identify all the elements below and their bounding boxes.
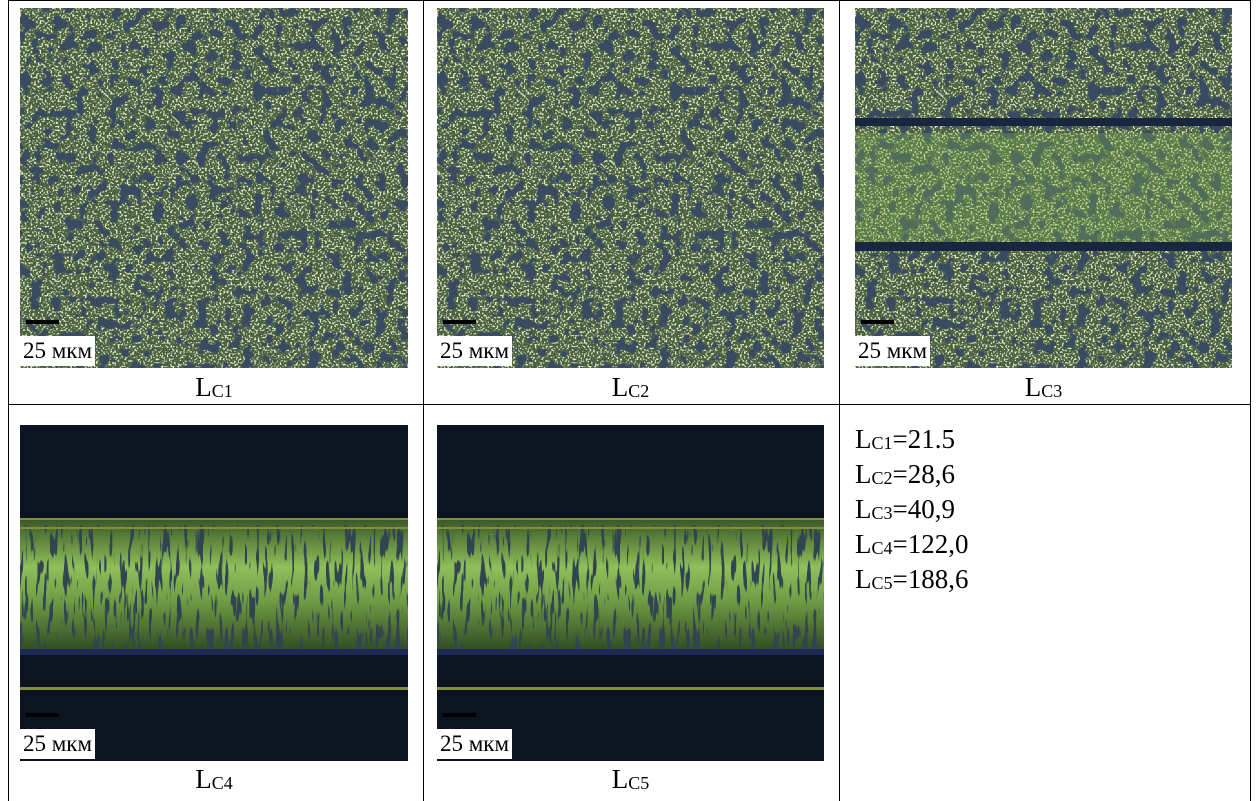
cracks [20, 525, 408, 650]
track [855, 133, 1232, 243]
micrograph [20, 425, 408, 761]
panel-caption: LC3 [855, 372, 1232, 403]
panel-caption: LC2 [437, 372, 824, 403]
groove [437, 687, 824, 690]
micrograph [20, 8, 408, 368]
pores [437, 8, 824, 368]
panel-caption: LC4 [20, 764, 408, 795]
caption-main: L [1025, 372, 1042, 402]
caption-main: L [195, 372, 212, 402]
groove [20, 687, 408, 690]
scale-bar [26, 713, 59, 717]
caption-main: L [612, 372, 629, 402]
table-border [8, 0, 9, 801]
scale-bar [861, 320, 894, 324]
scale-bar [26, 320, 59, 324]
groove [437, 649, 824, 655]
table-border [1250, 0, 1251, 801]
value-row: LC2=28,6 [855, 458, 969, 493]
value-row: LC3=40,9 [855, 493, 969, 528]
groove [20, 649, 408, 655]
groove [437, 518, 824, 520]
cracks [437, 525, 824, 650]
caption-sub: C1 [212, 381, 233, 401]
scale-bar [443, 320, 476, 324]
scale-label: 25 мкм [20, 729, 95, 759]
value-sub: C1 [872, 433, 893, 453]
value-text: =28,6 [893, 459, 955, 489]
page: {"figure": { "panels": [ {"scale_label":… [0, 0, 1258, 801]
value-main: L [855, 564, 872, 594]
micrograph [437, 8, 824, 368]
groove [20, 527, 408, 529]
groove [437, 527, 824, 529]
pores [20, 8, 408, 368]
value-main: L [855, 529, 872, 559]
scale-bar [443, 713, 476, 717]
table-border [423, 0, 424, 801]
value-row: LC5=188,6 [855, 563, 969, 598]
groove [855, 118, 1232, 126]
value-text: =21.5 [893, 424, 955, 454]
caption-sub: C5 [628, 773, 649, 793]
groove [20, 518, 408, 520]
table-border [839, 0, 840, 801]
value-sub: C5 [872, 573, 893, 593]
caption-sub: C3 [1041, 381, 1062, 401]
value-main: L [855, 494, 872, 524]
scale-label: 25 мкм [437, 336, 512, 366]
scale-label: 25 мкм [20, 336, 95, 366]
value-text: =188,6 [893, 564, 969, 594]
panel-caption: LC1 [20, 372, 408, 403]
caption-main: L [612, 764, 629, 794]
groove [855, 242, 1232, 251]
table-border [8, 0, 1251, 1]
micrograph [437, 425, 824, 761]
caption-main: L [195, 764, 212, 794]
value-sub: C4 [872, 538, 893, 558]
table-border [8, 404, 1251, 405]
value-main: L [855, 459, 872, 489]
value-row: LC4=122,0 [855, 528, 969, 563]
value-row: LC1=21.5 [855, 423, 969, 458]
value-sub: C2 [872, 468, 893, 488]
caption-sub: C4 [212, 773, 233, 793]
value-sub: C3 [872, 503, 893, 523]
panel-caption: LC5 [437, 764, 824, 795]
scale-label: 25 мкм [855, 336, 930, 366]
caption-sub: C2 [628, 381, 649, 401]
value-main: L [855, 424, 872, 454]
value-text: =40,9 [893, 494, 955, 524]
value-text: =122,0 [893, 529, 969, 559]
scale-label: 25 мкм [437, 729, 512, 759]
micrograph [855, 8, 1232, 368]
